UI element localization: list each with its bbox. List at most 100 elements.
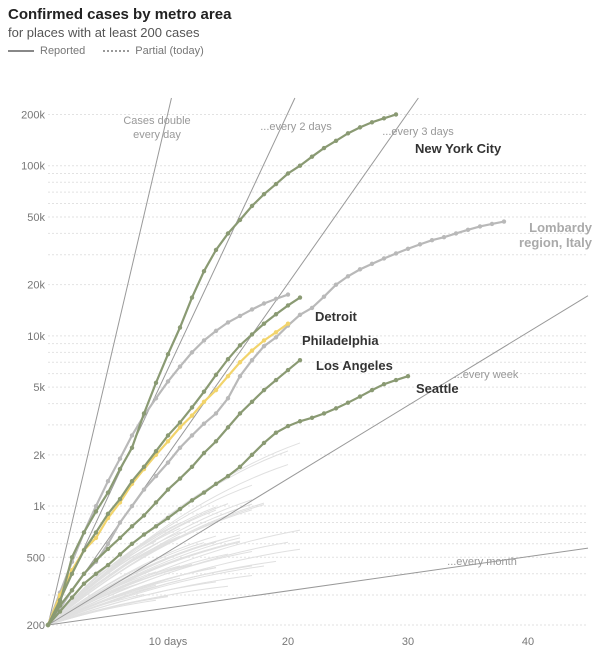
data-point (285, 292, 291, 297)
data-point (249, 452, 255, 458)
x-tick-label: 10 days (149, 636, 188, 648)
data-point (309, 415, 315, 421)
data-point (57, 600, 63, 606)
data-point (141, 532, 147, 537)
data-point (165, 433, 171, 438)
data-point (237, 313, 243, 319)
data-point (117, 466, 123, 472)
data-point (129, 445, 135, 450)
data-point (381, 382, 387, 387)
data-point (321, 145, 327, 151)
data-point (333, 282, 339, 287)
data-point (261, 387, 267, 393)
data-point (357, 125, 363, 130)
data-point (81, 571, 87, 576)
data-point (177, 476, 183, 481)
data-point (213, 439, 219, 444)
data-point (57, 609, 63, 614)
reference-line (47, 97, 419, 626)
data-point (213, 481, 219, 487)
background-metro-line (47, 541, 289, 626)
y-tick-label: 1k (33, 501, 45, 513)
legend: Reported Partial (today) (8, 45, 204, 57)
data-point (201, 389, 207, 394)
data-point (237, 343, 243, 348)
legend-reported-swatch (8, 50, 34, 52)
x-tick-label: 40 (522, 636, 534, 648)
data-point (225, 473, 231, 479)
data-point (141, 487, 147, 492)
data-point (189, 464, 195, 470)
data-point (273, 377, 279, 383)
data-point (393, 251, 399, 256)
data-point (249, 348, 255, 353)
data-point (189, 295, 195, 300)
data-point (165, 515, 171, 521)
series-label: Los Angeles (316, 358, 393, 373)
data-point (273, 330, 279, 335)
data-point (249, 203, 255, 209)
data-point (117, 456, 123, 461)
data-point (237, 464, 243, 470)
data-point (285, 171, 291, 176)
data-point (321, 294, 327, 299)
data-point (81, 581, 87, 586)
data-point (105, 490, 111, 495)
data-point (405, 373, 411, 379)
y-tick-label: 200k (21, 109, 45, 121)
data-point (93, 530, 99, 535)
data-point (141, 513, 147, 518)
data-point (93, 503, 99, 509)
data-point (165, 352, 171, 357)
data-point (381, 116, 387, 121)
series-line (47, 359, 301, 626)
data-point (105, 511, 111, 517)
data-point (93, 558, 99, 563)
data-point (189, 350, 195, 355)
data-point (225, 373, 231, 379)
reference-line (47, 97, 172, 626)
data-point (177, 506, 183, 512)
data-point (309, 305, 315, 311)
data-point (345, 400, 351, 405)
data-point (165, 379, 171, 384)
data-point (225, 396, 231, 401)
data-point (189, 498, 195, 503)
data-point (405, 246, 411, 251)
background-metro-line (47, 577, 181, 626)
reference-label: Cases double (123, 115, 190, 127)
background-metro-line (47, 537, 241, 626)
chart-title: Confirmed cases by metro area (8, 6, 232, 23)
data-point (129, 524, 135, 529)
data-point (309, 154, 315, 159)
data-point (117, 535, 123, 541)
data-point (297, 357, 303, 363)
data-point (153, 524, 159, 529)
data-point (201, 268, 207, 274)
y-tick-label: 20k (27, 280, 45, 292)
reference-label: ...every 3 days (382, 126, 454, 138)
data-point (297, 163, 303, 168)
data-point (189, 413, 195, 418)
series-line (47, 296, 301, 626)
data-point (345, 131, 351, 136)
data-point (225, 425, 231, 430)
data-point (201, 490, 207, 495)
data-point (153, 500, 159, 505)
reference-line (47, 295, 589, 626)
x-tick-label: 30 (402, 636, 414, 648)
data-point (177, 425, 183, 430)
data-point (297, 312, 303, 318)
background-metro-line (47, 503, 253, 626)
legend-partial-label: Partial (today) (135, 45, 204, 57)
series-label: Detroit (315, 309, 358, 324)
data-point (489, 221, 495, 227)
series-line (47, 113, 397, 626)
background-metro-line (47, 503, 229, 626)
data-point (357, 394, 363, 399)
data-point (201, 450, 207, 456)
data-point (129, 503, 135, 509)
series-label: New York City (415, 141, 502, 156)
data-point (153, 380, 159, 386)
